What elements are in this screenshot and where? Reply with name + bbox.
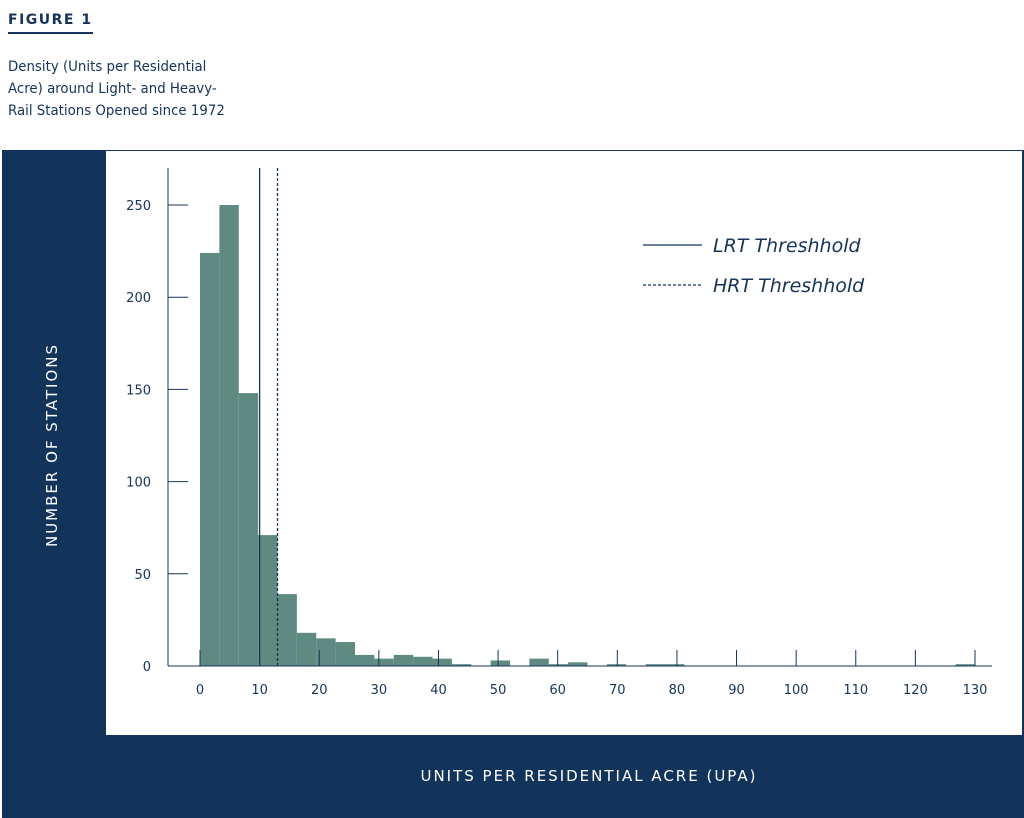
x-tick-label-70: 70 bbox=[609, 683, 626, 698]
x-axis-label: UNITS PER RESIDENTIAL ACRE (UPA) bbox=[420, 767, 758, 785]
y-tick-label-50: 50 bbox=[134, 568, 151, 583]
histogram-bar-1 bbox=[219, 205, 239, 666]
legend: LRT Threshhold HRT Threshhold bbox=[643, 235, 865, 297]
histogram-bar-12 bbox=[432, 658, 452, 666]
histogram-bar-7 bbox=[335, 642, 355, 666]
x-tick-label-60: 60 bbox=[549, 683, 566, 698]
y-tick-label-100: 100 bbox=[126, 476, 151, 491]
x-tick-label-20: 20 bbox=[311, 683, 328, 698]
histogram-bar-10 bbox=[393, 654, 414, 666]
x-tick-label-30: 30 bbox=[371, 683, 388, 698]
x-tick-label-130: 130 bbox=[963, 683, 988, 698]
x-tick-label-90: 90 bbox=[728, 683, 745, 698]
histogram-bar-4 bbox=[277, 594, 297, 666]
histogram-bar-6 bbox=[316, 638, 336, 666]
figure-label: FIGURE 1 bbox=[8, 12, 93, 34]
threshold-lines bbox=[258, 168, 279, 666]
x-tick-label-10: 10 bbox=[251, 683, 268, 698]
y-tick-label-0: 0 bbox=[143, 660, 151, 675]
histogram-bar-20 bbox=[665, 664, 685, 666]
legend-label-0: LRT Threshhold bbox=[713, 235, 861, 257]
x-tick-label-120: 120 bbox=[903, 683, 928, 698]
axes-group: 0 50 100 150 200 250 0 10 20 30 40 50 60 70 80 90 100 110… bbox=[126, 168, 992, 698]
x-tick-label-40: 40 bbox=[430, 683, 447, 698]
legend-label-1: HRT Threshhold bbox=[713, 275, 865, 297]
y-tick-label-200: 200 bbox=[126, 291, 151, 306]
histogram-bar-21 bbox=[955, 664, 975, 666]
bar-group bbox=[200, 205, 975, 666]
y-tick-label-250: 250 bbox=[126, 199, 151, 214]
x-tick-label-100: 100 bbox=[784, 683, 809, 698]
chart-title: Density (Units per Residential Acre) aro… bbox=[8, 59, 225, 119]
histogram-bar-17 bbox=[568, 662, 588, 666]
y-tick-label-150: 150 bbox=[126, 383, 151, 398]
histogram-bar-19 bbox=[645, 664, 665, 666]
histogram-bar-8 bbox=[355, 654, 375, 666]
histogram-bar-2 bbox=[238, 393, 259, 666]
x-tick-label-50: 50 bbox=[490, 683, 507, 698]
histogram-bar-0 bbox=[200, 252, 220, 666]
histogram-bar-9 bbox=[374, 658, 394, 666]
histogram-bar-3 bbox=[258, 535, 278, 666]
histogram-bar-15 bbox=[529, 658, 549, 666]
histogram-bar-16 bbox=[548, 664, 569, 666]
histogram-bar-11 bbox=[413, 656, 433, 666]
x-tick-label-80: 80 bbox=[669, 683, 686, 698]
histogram-bar-5 bbox=[296, 632, 317, 666]
x-tick-label-0: 0 bbox=[196, 683, 204, 698]
histogram-bar-13 bbox=[451, 664, 472, 666]
histogram-bar-14 bbox=[490, 660, 510, 666]
histogram-bar-18 bbox=[606, 664, 627, 666]
x-tick-label-110: 110 bbox=[843, 683, 868, 698]
